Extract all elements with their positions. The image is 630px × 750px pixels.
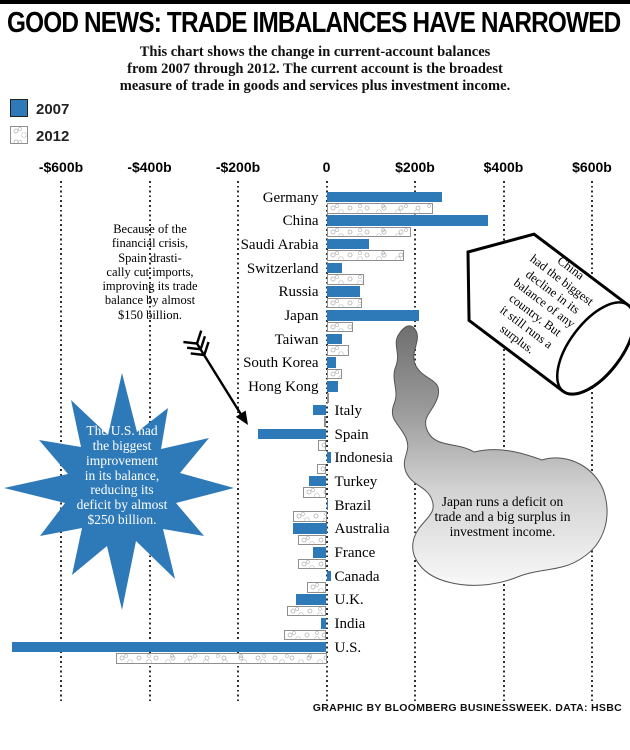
country-label-hong-kong: Hong Kong <box>248 379 319 396</box>
bar-2007-germany <box>326 191 442 202</box>
bar-2007-saudi-arabia <box>326 238 369 250</box>
bar-2007-switzerland <box>326 262 342 274</box>
bar-2012-south-korea <box>326 368 343 380</box>
country-label-brazil: Brazil <box>334 497 372 514</box>
spain-annotation-text: Because of the financial crisis, Spain d… <box>102 222 198 322</box>
us-starburst-text: The U.S. had the biggest improvement in … <box>76 423 168 528</box>
country-label-u-k: U.K. <box>334 592 364 609</box>
bar-2012-india <box>284 629 327 641</box>
bar-2007-u-s <box>12 641 327 653</box>
country-label-spain: Spain <box>334 426 369 443</box>
country-label-france: France <box>334 545 376 561</box>
bar-2012-switzerland <box>326 274 365 285</box>
bar-2012-italy <box>323 416 327 427</box>
legend-swatch-2007 <box>10 99 28 117</box>
bar-2012-china <box>326 226 411 238</box>
bar-2007-taiwan <box>326 333 342 345</box>
bar-2012-turkey <box>303 487 327 498</box>
country-label-switzerland: Switzerland <box>246 260 319 277</box>
bar-2012-australia <box>297 534 327 546</box>
country-label-china: China <box>282 213 319 230</box>
bar-2007-australia <box>293 523 327 534</box>
bar-2012-brazil <box>293 511 327 522</box>
bar-2007-japan <box>326 310 420 321</box>
country-label-saudi-arabia: Saudi Arabia <box>240 236 319 253</box>
country-label-germany: Germany <box>262 189 319 206</box>
bar-2007-u-k <box>295 594 327 605</box>
bar-2007-spain <box>257 428 327 439</box>
bar-2012-hong-kong <box>326 392 329 404</box>
credit-line: GRAPHIC BY BLOOMBERG BUSINESSWEEK. DATA:… <box>312 702 622 714</box>
bar-2007-italy <box>313 404 327 416</box>
legend-item-2012: 2012 <box>10 126 130 146</box>
country-label-japan: Japan <box>284 308 319 324</box>
gridline-600b <box>591 181 593 701</box>
bar-2007-france <box>313 547 327 558</box>
top-rule <box>0 0 630 4</box>
japan-smoke-shape <box>392 325 608 586</box>
bar-2007-canada <box>326 570 331 582</box>
bar-2007-india <box>321 618 327 629</box>
country-label-u-s: U.S. <box>334 639 362 656</box>
country-label-australia: Australia <box>334 521 390 538</box>
bar-2012-indonesia <box>316 463 327 475</box>
axis-tick-0: 0 <box>322 159 331 175</box>
legend-label-2012: 2012 <box>36 128 70 145</box>
axis-tick-200b: $200b <box>395 159 435 175</box>
bar-2007-hong-kong <box>326 381 338 392</box>
country-label-india: India <box>334 616 366 633</box>
spain-arrow <box>183 330 248 425</box>
country-label-canada: Canada <box>334 568 380 585</box>
axis-tick-600b: -$600b <box>38 159 84 175</box>
bar-2012-germany <box>326 203 433 214</box>
bar-2012-france <box>297 558 327 569</box>
country-label-south-korea: South Korea <box>243 355 319 372</box>
axis-tick-600b: $600b <box>572 159 612 175</box>
bar-2007-brazil <box>326 499 328 511</box>
gridline-0 <box>325 181 328 701</box>
legend-label-2007: 2007 <box>36 101 70 118</box>
us-starburst-shape <box>4 373 234 610</box>
bar-2007-turkey <box>308 475 327 487</box>
country-label-turkey: Turkey <box>334 473 378 490</box>
axis-tick-400b: $400b <box>483 159 524 175</box>
axis-tick-200b: -$200b <box>215 159 261 175</box>
country-label-indonesia: Indonesia <box>334 450 393 467</box>
legend-item-2007: 2007 <box>10 99 130 119</box>
bar-2012-japan <box>326 321 354 332</box>
country-label-russia: Russia <box>278 284 319 301</box>
bar-2012-saudi-arabia <box>326 250 404 261</box>
japan-smoke-text: Japan runs a deficit on trade and a big … <box>434 494 571 540</box>
chart-subtitle: This chart shows the change in current-a… <box>119 44 511 95</box>
bar-2007-indonesia <box>326 452 331 463</box>
legend-swatch-2012 <box>10 126 28 144</box>
gridline-400b <box>502 181 505 701</box>
bar-2012-spain <box>317 440 327 451</box>
bar-2007-south-korea <box>326 357 337 368</box>
bar-2012-taiwan <box>326 345 349 356</box>
gridline-200b <box>237 181 239 701</box>
axis-tick-400b: -$400b <box>127 159 172 175</box>
bar-2012-u-s <box>116 653 327 664</box>
bar-2007-russia <box>326 286 360 297</box>
country-label-taiwan: Taiwan <box>274 331 319 348</box>
bar-2012-canada <box>306 582 327 593</box>
bar-2007-china <box>326 215 488 226</box>
bar-2012-u-k <box>286 605 327 617</box>
gridline-600b <box>60 181 62 701</box>
bar-2012-russia <box>326 297 362 309</box>
country-label-italy: Italy <box>334 402 363 419</box>
page-title: GOOD NEWS: TRADE IMBALANCES HAVE NARROWE… <box>7 7 621 39</box>
